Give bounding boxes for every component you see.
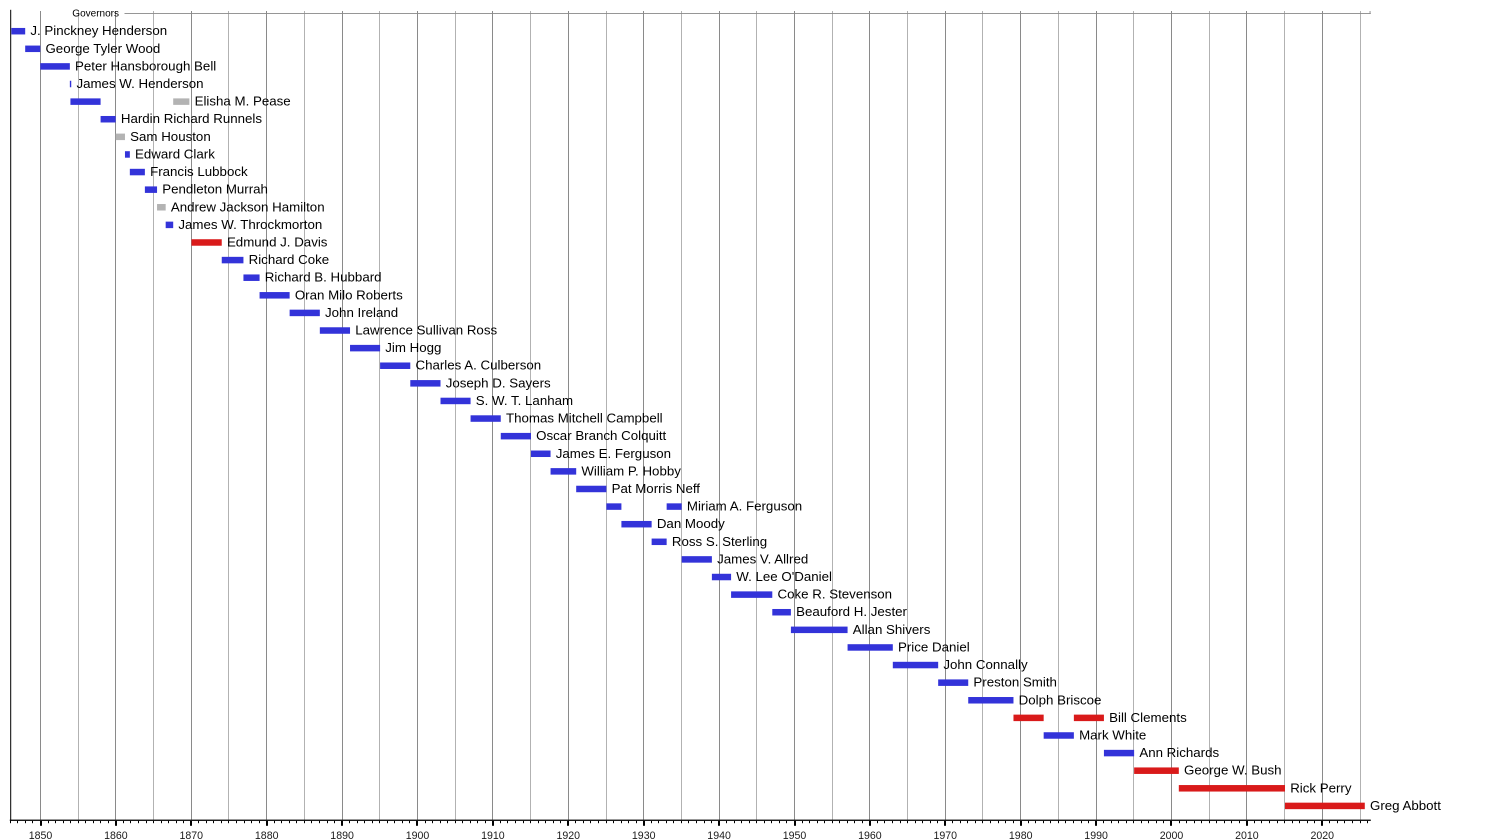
svg-text:George Tyler Wood: George Tyler Wood <box>45 41 160 56</box>
svg-text:Lawrence Sullivan Ross: Lawrence Sullivan Ross <box>355 323 497 338</box>
svg-text:Price Daniel: Price Daniel <box>898 639 970 654</box>
svg-text:2020: 2020 <box>1311 830 1335 840</box>
svg-text:Allan Shivers: Allan Shivers <box>853 622 931 637</box>
svg-text:J. Pinckney Henderson: J. Pinckney Henderson <box>30 23 167 38</box>
svg-text:1860: 1860 <box>104 830 128 840</box>
svg-text:1930: 1930 <box>632 830 656 840</box>
svg-text:Dolph Briscoe: Dolph Briscoe <box>1019 692 1102 707</box>
svg-text:Ann Richards: Ann Richards <box>1139 745 1219 760</box>
svg-text:James W. Henderson: James W. Henderson <box>76 76 203 91</box>
svg-text:1870: 1870 <box>180 830 204 840</box>
svg-text:Elisha M. Pease: Elisha M. Pease <box>195 94 291 109</box>
svg-text:Richard B. Hubbard: Richard B. Hubbard <box>265 270 382 285</box>
svg-text:1890: 1890 <box>330 830 354 840</box>
svg-text:Charles A. Culberson: Charles A. Culberson <box>415 358 541 373</box>
svg-text:2000: 2000 <box>1160 830 1184 840</box>
svg-text:1940: 1940 <box>707 830 731 840</box>
svg-text:Edward Clark: Edward Clark <box>135 146 215 161</box>
svg-text:1850: 1850 <box>29 830 53 840</box>
svg-text:W. Lee O'Daniel: W. Lee O'Daniel <box>736 569 832 584</box>
svg-text:James E. Ferguson: James E. Ferguson <box>556 446 671 461</box>
svg-text:Richard Coke: Richard Coke <box>249 252 330 267</box>
svg-text:Jim Hogg: Jim Hogg <box>385 340 441 355</box>
svg-text:Preston Smith: Preston Smith <box>973 675 1057 690</box>
svg-text:Pat Morris Neff: Pat Morris Neff <box>612 481 701 496</box>
svg-text:Oran Milo Roberts: Oran Milo Roberts <box>295 287 403 302</box>
svg-text:Dan Moody: Dan Moody <box>657 516 725 531</box>
svg-text:Thomas Mitchell Campbell: Thomas Mitchell Campbell <box>506 411 663 426</box>
svg-text:James W. Throckmorton: James W. Throckmorton <box>178 217 322 232</box>
svg-text:Ross S. Sterling: Ross S. Sterling <box>672 534 767 549</box>
svg-text:John Connally: John Connally <box>943 657 1028 672</box>
svg-text:Coke R. Stevenson: Coke R. Stevenson <box>777 587 892 602</box>
svg-text:Beauford H. Jester: Beauford H. Jester <box>796 604 907 619</box>
svg-text:Peter Hansborough Bell: Peter Hansborough Bell <box>75 58 216 73</box>
svg-text:Greg Abbott: Greg Abbott <box>1370 798 1441 813</box>
svg-text:Edmund J. Davis: Edmund J. Davis <box>227 234 328 249</box>
svg-text:1910: 1910 <box>481 830 505 840</box>
svg-text:1900: 1900 <box>406 830 430 840</box>
svg-text:1880: 1880 <box>255 830 279 840</box>
svg-text:Mark White: Mark White <box>1079 727 1146 742</box>
svg-text:1980: 1980 <box>1009 830 1033 840</box>
svg-text:Francis Lubbock: Francis Lubbock <box>150 164 248 179</box>
svg-text:1970: 1970 <box>934 830 958 840</box>
svg-text:James V. Allred: James V. Allred <box>717 551 808 566</box>
svg-text:John Ireland: John Ireland <box>325 305 398 320</box>
svg-text:Joseph D. Sayers: Joseph D. Sayers <box>446 375 551 390</box>
svg-text:S. W. T. Lanham: S. W. T. Lanham <box>476 393 573 408</box>
svg-text:1920: 1920 <box>557 830 581 840</box>
svg-text:2010: 2010 <box>1235 830 1259 840</box>
svg-text:Rick Perry: Rick Perry <box>1290 780 1352 795</box>
svg-text:Miriam A. Ferguson: Miriam A. Ferguson <box>687 499 802 514</box>
svg-text:1950: 1950 <box>783 830 807 840</box>
svg-text:William P. Hobby: William P. Hobby <box>581 463 681 478</box>
svg-text:1960: 1960 <box>858 830 882 840</box>
svg-text:Hardin Richard Runnels: Hardin Richard Runnels <box>121 111 263 126</box>
svg-text:Pendleton Murrah: Pendleton Murrah <box>162 182 268 197</box>
svg-text:Oscar Branch Colquitt: Oscar Branch Colquitt <box>536 428 666 443</box>
svg-text:Sam Houston: Sam Houston <box>130 129 211 144</box>
svg-text:Governors: Governors <box>72 9 119 20</box>
svg-text:George W. Bush: George W. Bush <box>1184 763 1282 778</box>
svg-text:Andrew Jackson Hamilton: Andrew Jackson Hamilton <box>171 199 325 214</box>
svg-text:1990: 1990 <box>1084 830 1108 840</box>
svg-text:Bill Clements: Bill Clements <box>1109 710 1187 725</box>
